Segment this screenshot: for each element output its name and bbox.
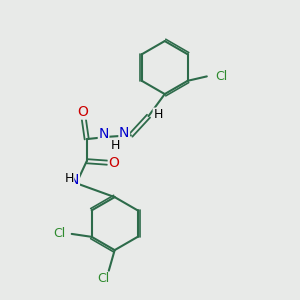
Text: O: O (108, 156, 119, 170)
Text: N: N (98, 128, 109, 141)
Text: Cl: Cl (97, 272, 109, 286)
Text: H: H (64, 172, 74, 185)
Text: H: H (111, 139, 120, 152)
Text: Cl: Cl (54, 227, 66, 240)
Text: H: H (153, 108, 163, 121)
Text: N: N (69, 173, 79, 187)
Text: O: O (77, 105, 88, 119)
Text: Cl: Cl (215, 70, 227, 83)
Text: N: N (119, 126, 129, 140)
